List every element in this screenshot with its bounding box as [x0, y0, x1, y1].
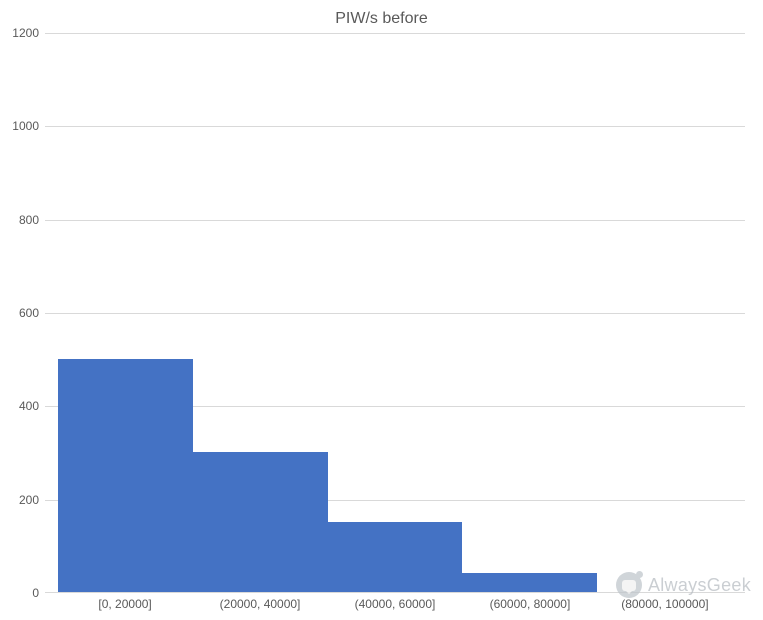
bar [462, 573, 597, 592]
y-tick-label: 0 [32, 586, 39, 600]
y-tick-label: 200 [19, 493, 39, 507]
x-tick-label: (60000, 80000] [490, 597, 571, 611]
gridline [45, 33, 745, 34]
bar [58, 359, 193, 592]
y-tick-label: 800 [19, 213, 39, 227]
plot-area [45, 33, 745, 593]
x-tick-label: (20000, 40000] [220, 597, 301, 611]
x-tick-label: (80000, 100000] [621, 597, 708, 611]
gridline [45, 126, 745, 127]
y-tick-label: 1200 [12, 26, 39, 40]
wechat-icon [616, 572, 642, 598]
y-tick-label: 400 [19, 399, 39, 413]
x-tick-label: [0, 20000] [98, 597, 151, 611]
x-tick-label: (40000, 60000] [355, 597, 436, 611]
histogram-chart: PIW/s before [0, 0, 763, 620]
watermark: AlwaysGeek [616, 572, 751, 598]
watermark-text: AlwaysGeek [648, 575, 751, 596]
y-tick-label: 1000 [12, 119, 39, 133]
y-tick-label: 600 [19, 306, 39, 320]
bar [328, 522, 463, 592]
gridline [45, 313, 745, 314]
chart-title: PIW/s before [0, 10, 763, 28]
gridline [45, 220, 745, 221]
bar [193, 452, 328, 592]
